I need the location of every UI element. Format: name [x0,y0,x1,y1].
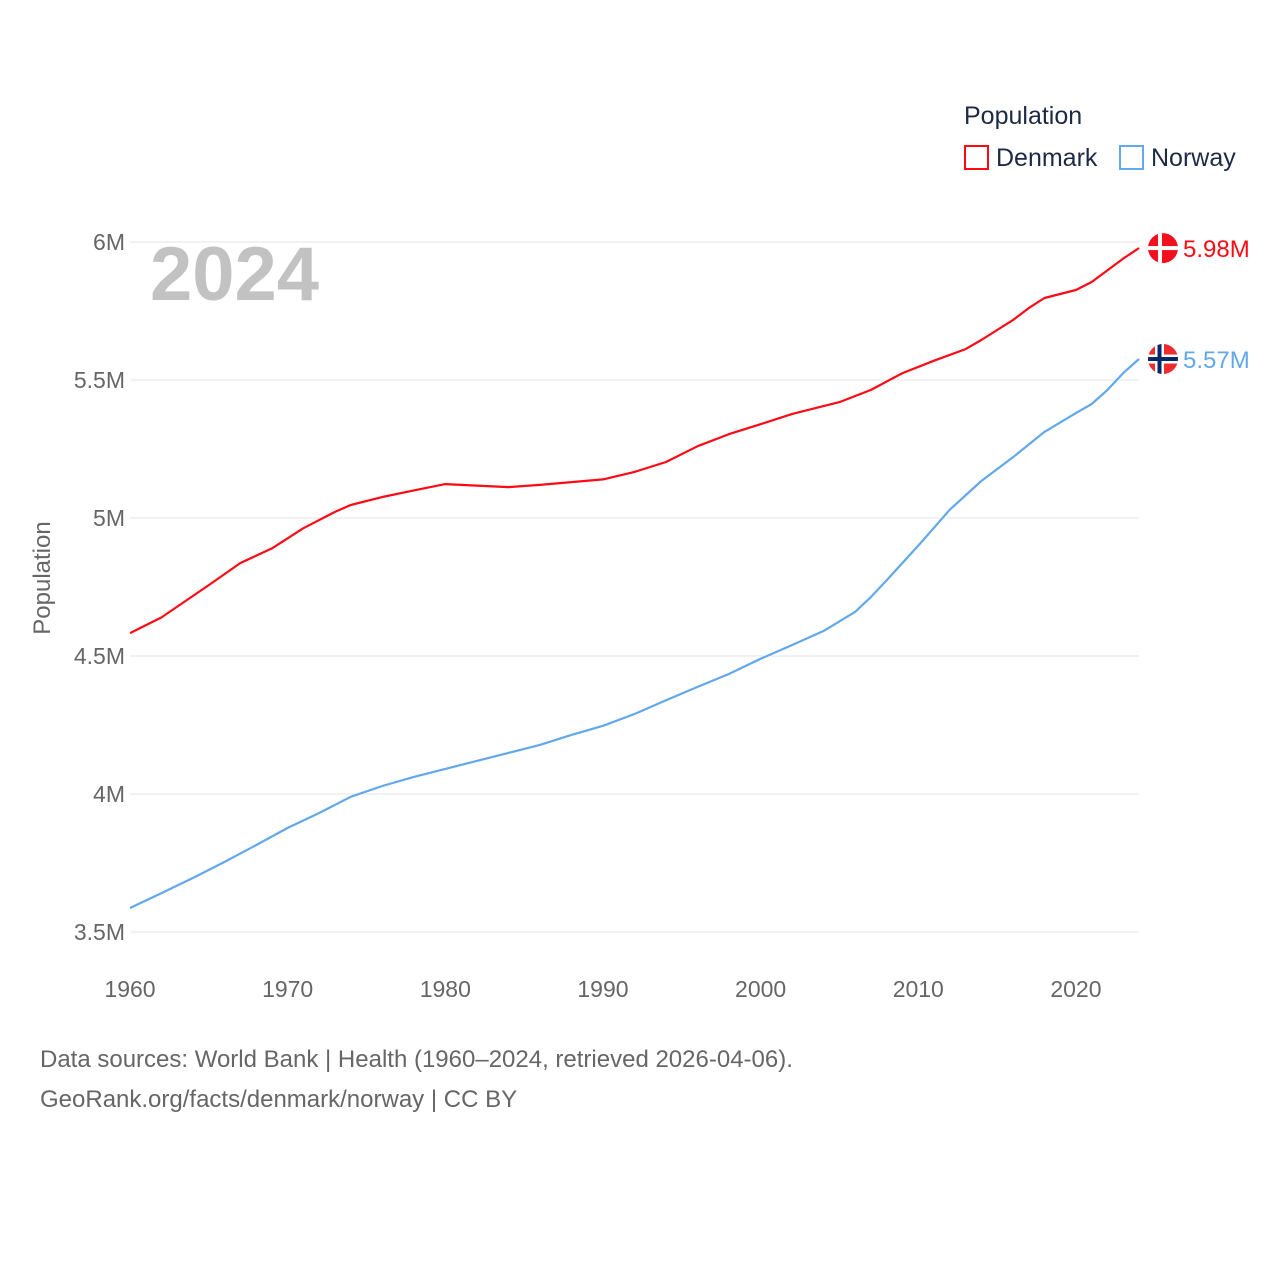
end-label-denmark: 5.98M [1183,236,1250,263]
x-tick-label: 2020 [1050,976,1101,1002]
legend-swatch-denmark [964,145,989,170]
grid-lines [130,241,1139,933]
y-axis-label: Population [29,521,56,634]
legend: Population Denmark Norway [964,102,1236,172]
series-lines [129,247,1140,909]
legend-swatch-norway [1119,145,1144,170]
end-label-norway: 5.57M [1183,347,1250,374]
denmark-flag-icon [1148,233,1178,264]
series-end-labels: 5.98M 5.57M [1148,233,1250,375]
legend-item-denmark[interactable]: Denmark [964,144,1098,172]
x-tick-label: 1990 [577,976,628,1002]
footer-attribution: GeoRank.org/facts/denmark/norway | CC BY [40,1086,518,1113]
y-tick-label: 4M [93,781,125,807]
legend-title: Population [964,102,1082,130]
y-tick-label: 5M [93,505,125,531]
x-tick-label: 2010 [893,976,944,1002]
legend-label-denmark: Denmark [996,144,1098,172]
x-tick-label: 1980 [420,976,471,1002]
y-tick-label: 5.5M [74,367,125,393]
legend-label-norway: Norway [1151,144,1236,172]
series-line-denmark [129,247,1140,635]
x-tick-label: 1960 [104,976,155,1002]
y-tick-label: 4.5M [74,643,125,669]
x-tick-label: 2000 [735,976,786,1002]
x-axis-ticks: 1960 1970 1980 1990 2000 2010 2020 [104,976,1101,1002]
norway-flag-icon [1148,344,1178,375]
y-tick-label: 6M [93,229,125,255]
y-tick-label: 3.5M [74,919,125,945]
legend-item-norway[interactable]: Norway [1119,144,1236,172]
x-tick-label: 1970 [262,976,313,1002]
series-line-norway [129,358,1140,909]
year-watermark: 2024 [150,232,319,317]
footer-sources: Data sources: World Bank | Health (1960–… [40,1046,793,1073]
y-axis-ticks: 3.5M 4M 4.5M 5M 5.5M 6M [74,229,125,945]
